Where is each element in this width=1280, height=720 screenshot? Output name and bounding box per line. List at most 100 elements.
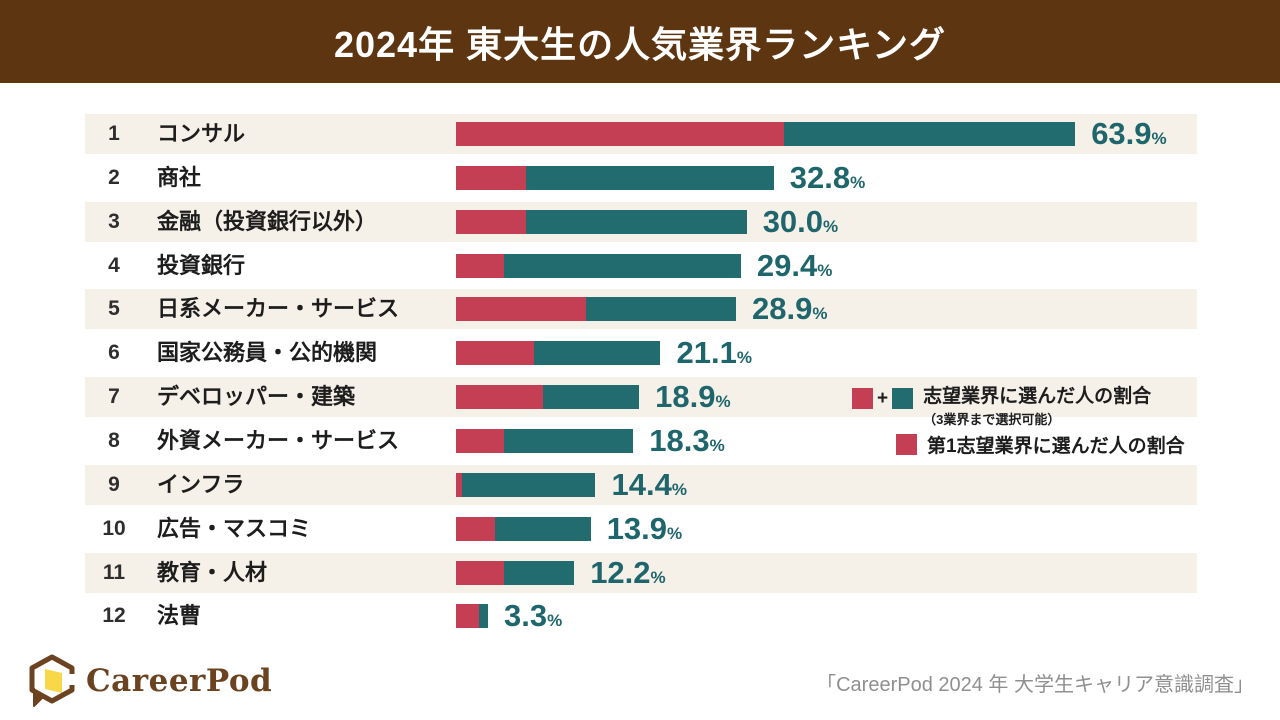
table-row: 12 法曹 3.3%: [85, 596, 1197, 636]
percent-sign: %: [1151, 129, 1167, 148]
careerpod-hexagon-icon: [29, 654, 76, 707]
value-label: 3.3%: [504, 596, 562, 642]
first-choice-segment: [456, 341, 534, 366]
table-row: 11 教育・人材 12.2%: [85, 552, 1197, 593]
value-label: 13.9%: [607, 509, 682, 555]
stacked-bar: [456, 516, 591, 541]
value-label: 18.9%: [655, 377, 730, 423]
brand-logo: CareerPod: [28, 654, 272, 708]
value-number: 29.4: [756, 247, 818, 283]
rank-number: 2: [108, 165, 120, 189]
rank-number: 9: [108, 472, 120, 496]
stacked-bar: [456, 297, 736, 322]
first-choice-segment: [456, 165, 526, 190]
rank-number: 11: [102, 560, 126, 584]
red-square-icon: [896, 434, 917, 455]
plus-sign: +: [877, 388, 889, 409]
value-number: 21.1: [676, 335, 737, 371]
table-row: 7 デベロッパー・建築 18.9%: [85, 377, 1197, 418]
value-label: 21.1%: [677, 333, 752, 379]
industry-label: 教育・人材: [157, 559, 268, 585]
table-row: 3 金融（投資銀行以外） 30.0%: [85, 201, 1197, 242]
percent-sign: %: [736, 348, 752, 368]
table-row: 10 広告・マスコミ 13.9%: [85, 509, 1197, 549]
value-label: 18.3%: [649, 421, 724, 467]
table-row: 6 国家公務員・公的機関 21.1%: [85, 333, 1197, 373]
percent-sign: %: [667, 523, 683, 543]
percent-sign: %: [850, 172, 866, 192]
stacked-bar: [456, 385, 640, 410]
industry-label: 法曹: [157, 603, 202, 629]
stacked-bar: [456, 604, 488, 629]
value-label: 14.4%: [612, 465, 687, 511]
industry-label: デベロッパー・建築: [157, 384, 356, 410]
value-number: 13.9: [606, 510, 668, 546]
teal-square-icon: [892, 388, 914, 409]
rank-number: 12: [102, 604, 126, 628]
first-choice-segment: [456, 122, 784, 146]
title-banner: 2024年 東大生の人気業界ランキング: [0, 0, 1280, 83]
value-label: 32.8%: [790, 158, 865, 204]
stacked-bar: [456, 428, 634, 453]
percent-sign: %: [817, 260, 833, 280]
industry-label: 投資銀行: [157, 252, 246, 278]
value-label: 28.9%: [752, 289, 827, 335]
total-choice-segment: [461, 472, 596, 497]
total-choice-segment: [494, 516, 591, 541]
first-choice-segment: [456, 297, 586, 322]
table-row: 4 投資銀行 29.4%: [85, 246, 1197, 286]
stacked-bar: [456, 253, 741, 278]
total-choice-segment: [585, 297, 736, 322]
stacked-bar: [456, 209, 747, 234]
stacked-bar: [456, 122, 1076, 146]
rank-number: 6: [108, 341, 120, 365]
table-row: 1 コンサル 63.9%: [85, 114, 1197, 154]
industry-label: 金融（投資銀行以外）: [157, 208, 378, 234]
value-number: 30.0: [762, 203, 824, 239]
industry-label: コンサル: [157, 121, 246, 146]
value-number: 14.4: [611, 466, 672, 502]
total-choice-segment: [783, 122, 1076, 146]
total-choice-segment: [525, 165, 774, 190]
percent-sign: %: [823, 216, 839, 236]
table-row: 9 インフラ 14.4%: [85, 464, 1197, 505]
table-row: 8 外資メーカー・サービス 18.3%: [85, 421, 1197, 461]
first-choice-segment: [456, 428, 504, 453]
brand-name: CareerPod: [86, 663, 273, 699]
value-number: 12.2: [590, 554, 651, 590]
industry-label: 広告・マスコミ: [157, 515, 312, 541]
total-choice-segment: [479, 604, 488, 629]
rank-number: 5: [108, 297, 120, 321]
total-choice-segment: [503, 560, 575, 585]
rank-number: 7: [108, 385, 120, 409]
total-choice-segment: [525, 209, 747, 234]
value-number: 18.3: [649, 422, 710, 458]
rank-number: 8: [108, 428, 120, 452]
legend-combined-label: 志望業界に選んだ人の割合: [923, 386, 1152, 407]
red-square-icon: [852, 388, 873, 409]
first-choice-segment: [456, 516, 495, 541]
industry-label: インフラ: [157, 471, 245, 497]
stacked-bar: [456, 560, 575, 585]
industry-label: 日系メーカー・サービス: [157, 296, 400, 322]
industry-label: 国家公務員・公的機関: [157, 340, 378, 366]
rank-number: 10: [102, 516, 126, 540]
value-label: 63.9%: [1091, 114, 1166, 160]
total-choice-segment: [533, 341, 661, 366]
survey-source-text: 「CareerPod 2024 年 大学生キャリア意識調査」: [816, 674, 1254, 696]
stacked-bar: [456, 341, 661, 366]
legend-combined: + 志望業界に選んだ人の割合 （3業界まで選択可能）: [852, 386, 1151, 428]
table-row: 5 日系メーカー・サービス 28.9%: [85, 289, 1197, 330]
industry-label: 外資メーカー・サービス: [157, 427, 400, 453]
rank-number: 3: [108, 209, 120, 233]
value-label: 29.4%: [757, 246, 832, 292]
first-choice-segment: [456, 209, 526, 234]
percent-sign: %: [709, 435, 725, 455]
value-number: 18.9: [655, 379, 716, 415]
rank-number: 1: [108, 122, 120, 145]
first-choice-segment: [456, 385, 544, 410]
value-number: 63.9: [1091, 116, 1152, 151]
value-number: 3.3: [504, 598, 548, 634]
